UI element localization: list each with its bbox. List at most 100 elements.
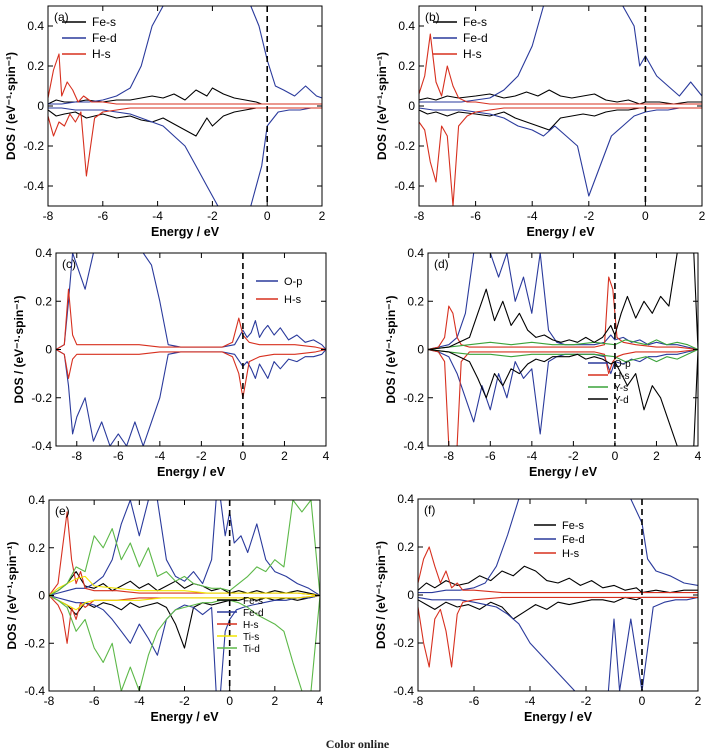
panel-label: (d) (434, 257, 449, 271)
x-tick-label: -2 (179, 694, 190, 708)
y-axis-label: DOS / (eV⁻¹·spin⁻¹) (384, 295, 398, 403)
series-line-h-s (56, 348, 326, 399)
legend-label-h-s: H-s (562, 548, 580, 560)
x-tick-label: -2 (583, 209, 594, 223)
x-tick-label: -6 (469, 694, 480, 708)
x-tick-label: -8 (71, 449, 82, 463)
x-tick-label: -4 (525, 694, 536, 708)
x-tick-label: 0 (642, 209, 649, 223)
legend-label-o-p: O-p (614, 359, 631, 370)
x-tick-label: -2 (568, 449, 579, 463)
series-line-fe-d (49, 500, 320, 597)
x-tick-label: -4 (155, 449, 166, 463)
x-axis-label: Energy / eV (529, 465, 598, 479)
y-tick-label: 0.4 (35, 246, 52, 260)
series-line-h-s (418, 546, 698, 594)
x-tick-label: -4 (152, 209, 163, 223)
series-line-o-p (428, 253, 698, 351)
y-tick-label: 0.2 (27, 59, 44, 73)
y-axis-label: DOS / (eV⁻¹·spin⁻¹) (5, 541, 19, 649)
y-tick-label: 0.2 (398, 59, 415, 73)
legend-label-y-s: Y-s (614, 383, 628, 394)
y-axis-label: DOS / (eV⁻¹·spin⁻¹) (374, 541, 388, 649)
series-group (48, 6, 322, 206)
x-tick-label: 2 (281, 449, 288, 463)
x-tick-label: -4 (527, 449, 538, 463)
y-tick-label: 0.4 (398, 19, 415, 33)
series-line-h-s (428, 276, 698, 351)
legend-label-fe-d: Fe-d (92, 31, 117, 45)
series-line-fe-d (419, 6, 702, 103)
series-line-ti-s (49, 594, 320, 611)
panel-label: (c) (62, 257, 76, 271)
y-tick-label: 0 (408, 99, 415, 113)
y-tick-label: 0.4 (28, 493, 45, 507)
legend-label-ti-s: Ti-s (243, 632, 259, 643)
y-tick-label: 0.2 (35, 294, 52, 308)
y-tick-label: -0.4 (403, 439, 424, 453)
series-line-y-d (428, 348, 698, 446)
series-line-h-s (48, 53, 322, 105)
plot-frame (427, 252, 699, 447)
legend-label-h-s: H-s (243, 620, 259, 631)
legend-label-fe-s: Fe-s (243, 596, 263, 607)
plot-frame (418, 5, 703, 207)
series-group (418, 499, 698, 691)
legend-label-y-d: Y-d (614, 395, 629, 406)
x-axis-label: Energy / eV (151, 225, 220, 239)
legend-label-fe-s: Fe-s (92, 15, 116, 29)
y-tick-label: 0 (45, 343, 52, 357)
legend: Fe-s Fe-d H-s (534, 520, 585, 560)
x-tick-label: -2 (581, 694, 592, 708)
figure-caption: Color online (325, 737, 390, 751)
x-tick-label: -2 (196, 449, 207, 463)
x-axis-label: Energy / eV (524, 710, 593, 724)
legend-label-fe-s: Fe-s (562, 520, 585, 532)
series-line-h-s (56, 288, 326, 351)
x-axis-label: Energy / eV (526, 225, 595, 239)
series-line-h-s (428, 348, 698, 446)
y-axis-label: DOS / (eV⁻¹·spin⁻¹) (4, 52, 18, 160)
series-line-o-p (428, 348, 698, 435)
legend-label-h-s: H-s (284, 294, 302, 306)
panel-e: -8 -6 -4 -2 0 2 4 -0.4 -0.2 0 0.2 0.4 Energy / eV DOS… (5, 493, 324, 724)
x-tick-label: -4 (527, 209, 538, 223)
y-tick-label: -0.4 (393, 684, 414, 698)
series-line-h-s (419, 33, 702, 105)
y-tick-label: -0.4 (31, 439, 52, 453)
x-tick-label: 2 (271, 694, 278, 708)
series-group (419, 6, 702, 206)
series-line-y-s (428, 339, 698, 351)
panel-f: -8 -6 -4 -2 0 2 -0.4 -0.2 0 0.2 0.4 Energy / eV DOS … (374, 492, 702, 724)
series-line-fe-d (418, 499, 698, 594)
x-tick-label: 2 (653, 449, 660, 463)
series-line-ti-s (49, 575, 320, 597)
legend-label-h-s: H-s (92, 47, 111, 61)
x-tick-label: -8 (414, 209, 425, 223)
plot-frame (417, 498, 699, 692)
panel-label: (a) (54, 10, 69, 24)
y-tick-label: -0.4 (24, 684, 45, 698)
y-tick-label: -0.4 (394, 179, 415, 193)
y-tick-label: 0.2 (397, 540, 414, 554)
y-tick-label: -0.2 (23, 139, 44, 153)
x-tick-label: 0 (612, 449, 619, 463)
y-tick-label: 0 (38, 589, 45, 603)
legend-label-fe-d: Fe-d (562, 534, 585, 546)
x-tick-label: 4 (317, 694, 324, 708)
series-line-y-d (428, 253, 698, 351)
y-tick-label: 0 (37, 99, 44, 113)
series-line-fe-d (48, 107, 322, 206)
y-tick-label: 0.4 (397, 492, 414, 506)
x-tick-label: -6 (113, 449, 124, 463)
legend: O-p H-s (256, 276, 302, 306)
y-tick-label: 0.2 (28, 541, 45, 555)
y-axis-label: DOS / (eV⁻¹·spin⁻¹) (375, 52, 389, 160)
series-group (428, 253, 698, 446)
panel-a: -8 -6 -4 -2 0 2 -0.4 -0.2 0 0.2 0.4 Energy / eV DOS … (4, 5, 326, 239)
y-tick-label: -0.2 (24, 636, 45, 650)
series-group (49, 500, 320, 691)
series-line-fe-d (419, 107, 702, 197)
series-line-fe-d (418, 596, 698, 691)
dos-figure: -8 -6 -4 -2 0 2 -0.4 -0.2 0 0.2 0.4 Energy / eV DOS … (4, 5, 706, 724)
